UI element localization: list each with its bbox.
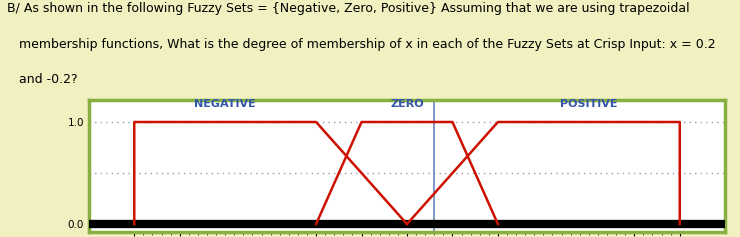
Text: ZERO: ZERO (390, 99, 424, 109)
Text: B/ As shown in the following Fuzzy Sets = {Negative, Zero, Positive} Assuming th: B/ As shown in the following Fuzzy Sets … (7, 2, 690, 15)
Text: POSITIVE: POSITIVE (560, 99, 618, 109)
Text: and -0.2?: and -0.2? (7, 73, 78, 87)
Text: NEGATIVE: NEGATIVE (195, 99, 256, 109)
Text: membership functions, What is the degree of membership of x in each of the Fuzzy: membership functions, What is the degree… (7, 38, 716, 51)
